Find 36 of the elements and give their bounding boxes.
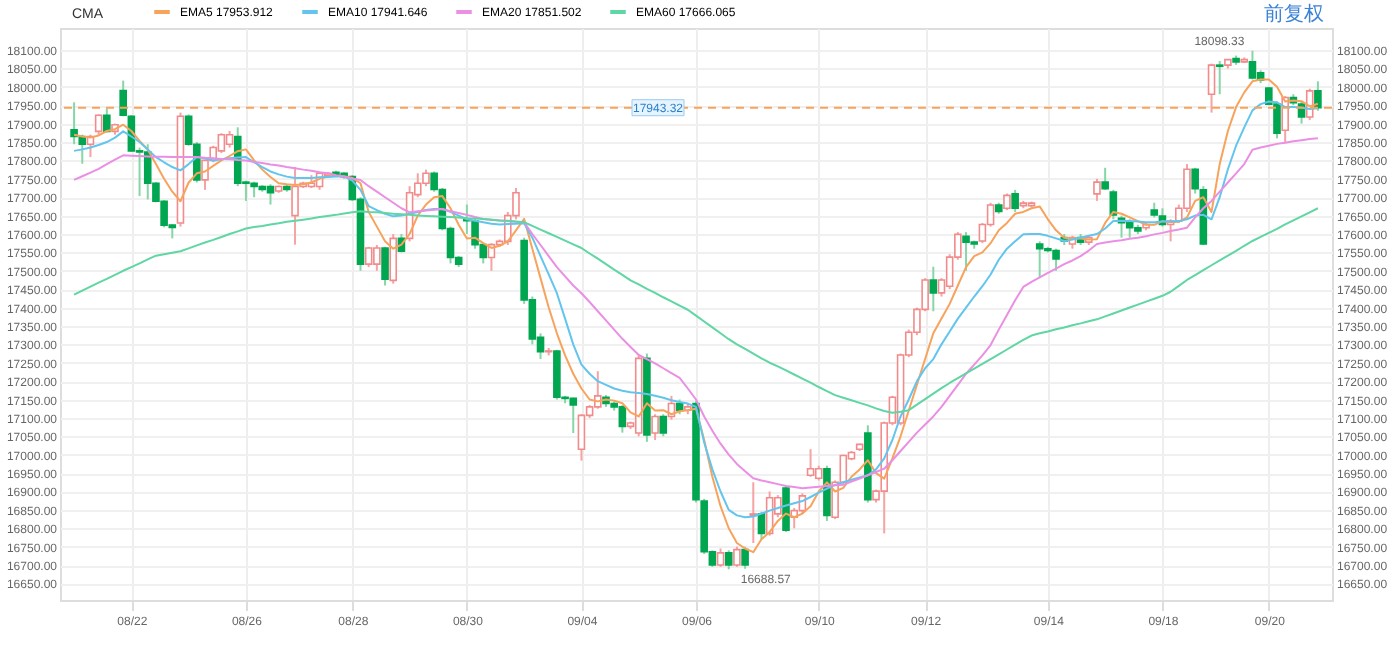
candlestick [659,413,668,438]
candlestick [217,132,226,155]
candlestick [962,231,970,272]
candlestick [1125,218,1134,239]
candlestick [569,396,578,434]
candlestick [373,244,381,272]
candlestick [724,549,733,571]
line-series [73,137,1319,490]
candlestick [651,413,659,441]
candlestick [1011,188,1019,213]
candlestick [291,166,299,246]
candlestick [733,545,741,568]
candlestick [806,448,815,478]
candlestick [929,265,938,313]
candlestick [1035,240,1044,280]
candlestick [389,232,398,285]
candlestick [741,545,749,570]
candlestick [1314,80,1322,112]
candlestick [94,113,103,136]
candlestick [381,245,389,287]
text: 前复权 [1264,2,1324,26]
candlestick [1101,166,1109,191]
candlestick [1215,60,1224,96]
candlestick [716,547,725,568]
candlestick [266,183,275,206]
candlestick [1207,62,1216,114]
candlestick [577,413,586,462]
candlestick [594,370,602,410]
candlestick [618,404,627,434]
candlestick [143,143,152,201]
candlestick [1052,247,1060,272]
candlestick [70,101,78,146]
candlestick [1248,49,1257,81]
candlestick [1093,177,1101,202]
candlestick [749,481,758,544]
candlestick [553,348,561,401]
